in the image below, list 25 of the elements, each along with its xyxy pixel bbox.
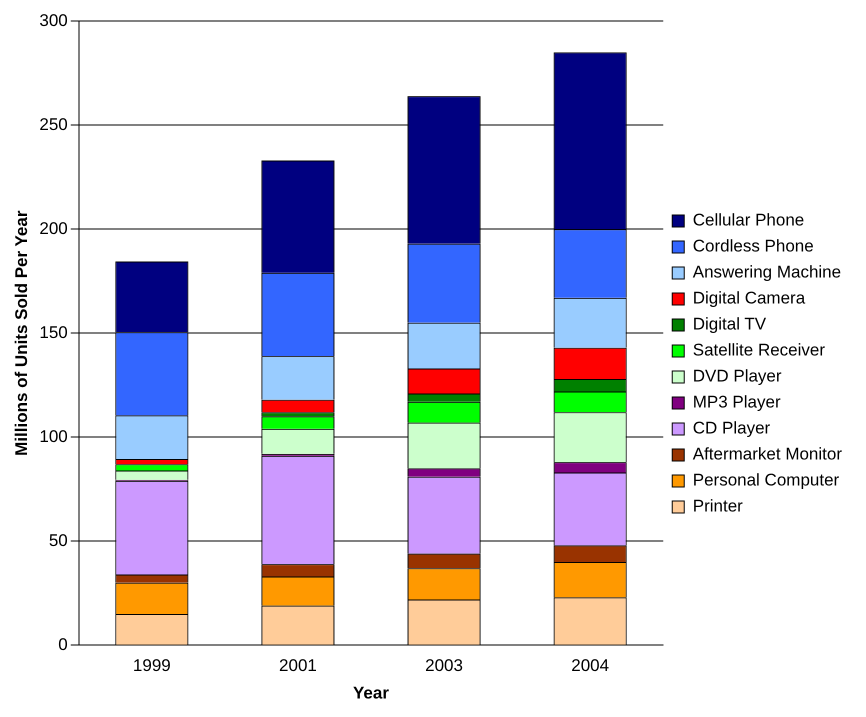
y-tick-label: 300 [39,10,68,30]
legend-label: Cellular Phone [692,210,804,230]
x-tick-label: 2001 [279,656,317,676]
y-tick-label: 150 [39,322,68,342]
legend-label: Personal Computer [692,470,840,490]
y-tick-label: 0 [58,634,68,654]
y-tick-label: 250 [39,114,68,134]
y-tick-label: 100 [39,426,68,446]
y-axis-title: Millions of Units Sold Per Year [12,210,31,456]
legend-label: MP3 Player [692,392,781,412]
legend-label: CD Player [692,418,771,438]
x-tick-label: 1999 [132,656,171,676]
x-axis-title: Year [353,683,390,702]
y-tick-label: 50 [48,530,68,550]
legend-label: Satellite Receiver [692,340,826,360]
legend-label: Digital Camera [692,288,806,308]
legend-label: Digital TV [692,314,767,334]
legend-label: Printer [692,496,744,516]
legend-label: Answering Machine [692,262,842,282]
legend-label: Cordless Phone [692,236,814,256]
legend-label: DVD Player [692,366,782,386]
y-tick-label: 200 [39,218,68,238]
x-tick-label: 2003 [425,656,463,676]
legend-label: Aftermarket Monitor [692,444,842,464]
x-tick-label: 2004 [571,656,610,676]
